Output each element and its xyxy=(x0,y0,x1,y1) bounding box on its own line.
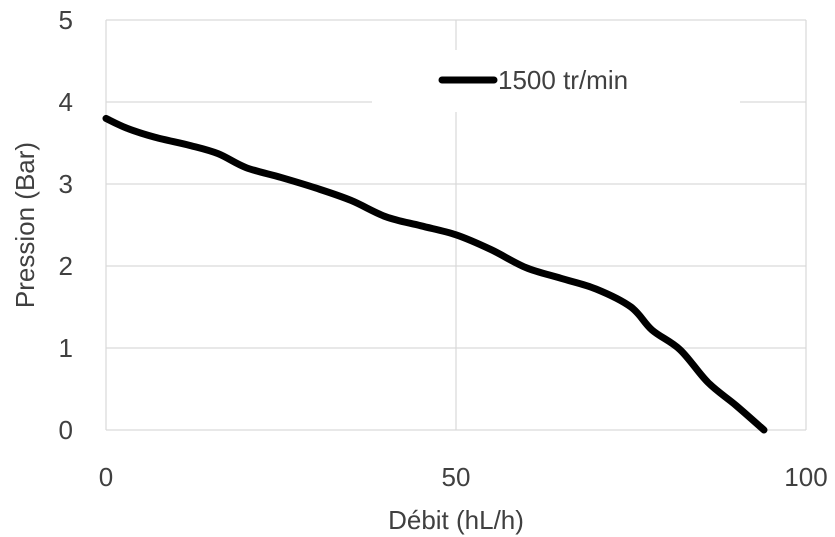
y-tick-label-1: 1 xyxy=(59,333,73,363)
y-tick-label-2: 2 xyxy=(59,251,73,281)
y-tick-label-0: 0 xyxy=(59,415,73,445)
x-axis-title: Débit (hL/h) xyxy=(388,505,524,535)
x-tick-label-0: 0 xyxy=(99,462,113,492)
series-line-0 xyxy=(102,114,768,434)
legend: 1500 tr/min xyxy=(372,50,740,112)
x-tick-label-50: 50 xyxy=(442,462,471,492)
legend-background xyxy=(372,50,740,112)
y-tick-label-4: 4 xyxy=(59,87,73,117)
y-tick-labels: 0 1 2 3 4 5 xyxy=(59,5,73,445)
y-axis-title: Pression (Bar) xyxy=(10,142,40,308)
y-tick-label-3: 3 xyxy=(59,169,73,199)
legend-label-1500-tr-min: 1500 tr/min xyxy=(498,65,628,95)
x-tick-label-100: 100 xyxy=(784,462,827,492)
y-tick-label-5: 5 xyxy=(59,5,73,35)
chart-series xyxy=(102,114,768,434)
x-tick-labels: 0 50 100 xyxy=(99,462,828,492)
